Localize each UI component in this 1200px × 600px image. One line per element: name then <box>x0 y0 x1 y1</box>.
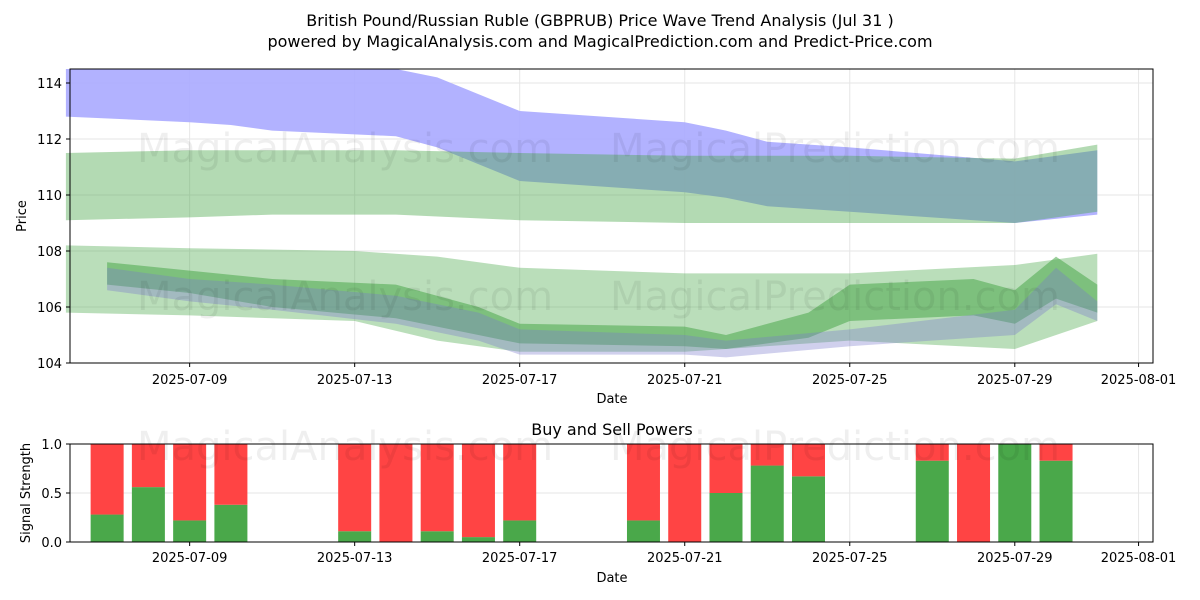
price-bands <box>65 69 1098 358</box>
buy-bar <box>503 520 537 542</box>
price-y-tick-label: 114 <box>37 77 62 92</box>
buy-bar <box>998 444 1032 542</box>
sell-bar <box>461 444 495 538</box>
signal-x-tick-label: 2025-07-25 <box>812 551 888 566</box>
buy-bar <box>214 504 248 542</box>
signal-y-ticks: 0.0 0.5 1.0 <box>41 438 70 551</box>
price-x-axis-label: Date <box>596 392 627 407</box>
sell-bar <box>626 444 660 521</box>
sell-bar <box>792 444 826 477</box>
buy-bar <box>461 537 495 542</box>
price-y-tick-label: 108 <box>37 245 62 260</box>
sell-bar <box>668 444 702 542</box>
watermark-bottom-right: MagicalPrediction.com <box>610 424 1060 470</box>
buy-bar <box>90 514 124 542</box>
price-x-tick-label: 2025-07-21 <box>647 373 723 388</box>
signal-y-tick-label: 0.5 <box>41 487 62 502</box>
signal-x-axis-label: Date <box>596 571 627 586</box>
watermark-top-left: MagicalAnalysis.com <box>137 126 553 172</box>
price-x-tick-label: 2025-07-09 <box>152 373 228 388</box>
sell-bar <box>750 444 784 466</box>
signal-y-tick-label: 0.0 <box>41 536 62 551</box>
price-y-tick-label: 104 <box>37 357 62 372</box>
signal-x-tick-label: 2025-07-17 <box>482 551 558 566</box>
signal-panel-title: Buy and Sell Powers <box>531 420 693 439</box>
signal-panel: Buy and Sell Powers MagicalAnalysis.com … <box>19 420 1176 586</box>
band-lower-wave-cluster <box>107 256 1098 349</box>
sell-bar <box>338 444 372 532</box>
buy-bar <box>750 465 784 542</box>
watermark-top-right: MagicalPrediction.com <box>610 126 1060 172</box>
sell-bar <box>915 444 949 461</box>
buy-bar <box>792 476 826 542</box>
sell-bar <box>420 444 454 532</box>
watermark-bottom-left: MagicalAnalysis.com <box>137 424 553 470</box>
sell-bar <box>1039 444 1073 461</box>
buy-bar <box>915 460 949 542</box>
band-upper-blue-band <box>65 69 1098 223</box>
sell-bar <box>173 444 207 521</box>
sell-bar <box>709 444 743 493</box>
price-y-tick-label: 106 <box>37 301 62 316</box>
watermark-mid-right: MagicalPrediction.com <box>610 274 1060 320</box>
price-y-axis-label: Price <box>15 200 30 232</box>
signal-y-tick-label: 1.0 <box>41 438 62 453</box>
signal-x-tick-label: 2025-07-13 <box>317 551 393 566</box>
signal-x-tick-label: 2025-07-29 <box>977 551 1053 566</box>
signal-x-ticks: 2025-07-09 2025-07-13 2025-07-17 2025-07-21… <box>152 542 1176 566</box>
sell-bar <box>503 444 537 521</box>
price-x-tick-label: 2025-07-29 <box>977 373 1053 388</box>
price-axes-frame <box>69 68 1154 364</box>
buy-bar <box>626 520 660 542</box>
chart-title-line1: British Pound/Russian Ruble (GBPRUB) Pri… <box>306 11 893 30</box>
band-lower-blue-wave <box>107 267 1098 358</box>
price-x-tick-label: 2025-07-13 <box>317 373 393 388</box>
price-y-ticks: 104 106 108 110 112 114 <box>37 77 70 372</box>
price-x-tick-label: 2025-07-25 <box>812 373 888 388</box>
signal-bars <box>90 444 1073 542</box>
sell-bar <box>957 444 991 542</box>
band-upper-green-band <box>65 144 1098 223</box>
buy-bar <box>338 531 372 542</box>
watermark-mid-left: MagicalAnalysis.com <box>137 274 553 320</box>
price-y-tick-label: 110 <box>37 189 62 204</box>
price-x-tick-label: 2025-07-17 <box>482 373 558 388</box>
price-x-tick-label: 2025-08-01 <box>1101 373 1177 388</box>
price-y-tick-label: 112 <box>37 133 62 148</box>
sell-bar <box>90 444 124 515</box>
price-x-ticks: 2025-07-09 2025-07-13 2025-07-17 2025-07-21… <box>152 363 1176 388</box>
signal-y-axis-label: Signal Strength <box>19 443 34 543</box>
sell-bar <box>131 444 165 488</box>
sell-bar <box>214 444 248 505</box>
chart-title-line2: powered by MagicalAnalysis.com and Magic… <box>267 32 932 51</box>
buy-bar <box>709 493 743 542</box>
buy-bar <box>173 520 207 542</box>
buy-bar <box>1039 460 1073 542</box>
buy-bar <box>420 531 454 542</box>
signal-x-tick-label: 2025-07-09 <box>152 551 228 566</box>
price-panel: MagicalAnalysis.com MagicalPrediction.co… <box>15 68 1176 407</box>
sell-bar <box>379 444 413 542</box>
buy-bar <box>131 487 165 542</box>
signal-x-tick-label: 2025-08-01 <box>1101 551 1177 566</box>
signal-x-tick-label: 2025-07-21 <box>647 551 723 566</box>
